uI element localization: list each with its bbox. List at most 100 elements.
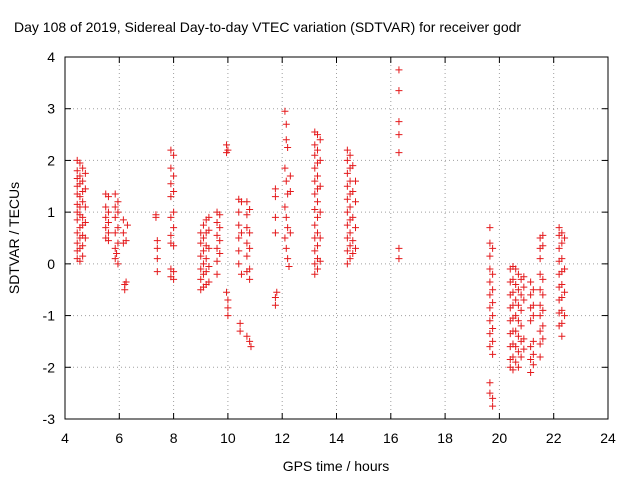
data-point [311,260,319,268]
data-point [243,252,251,260]
data-point [539,306,547,314]
data-point [123,221,131,229]
y-tick-label: 0 [47,256,55,272]
data-point [352,244,360,252]
data-point [235,208,243,216]
data-point [167,180,175,188]
data-point [81,203,89,211]
data-point [170,151,178,159]
data-point [235,234,243,242]
data-point [271,193,279,201]
data-point [349,187,357,195]
points-layer [73,66,569,410]
x-tick-label: 14 [329,430,345,446]
data-point [316,257,324,265]
data-point [111,229,119,237]
data-point [346,151,354,159]
data-point [555,224,563,232]
data-point [539,335,547,343]
data-point [216,224,224,232]
data-point [527,291,535,299]
data-point [352,177,360,185]
data-point [273,288,281,296]
data-point [509,353,517,361]
data-point [152,213,160,221]
data-point [114,208,122,216]
data-point [561,265,569,273]
data-point [197,275,205,283]
data-point [486,317,494,325]
data-point [79,198,87,206]
data-point [529,286,537,294]
data-point [271,301,279,309]
data-point [520,296,528,304]
y-tick-label: 1 [47,204,55,220]
data-point [536,327,544,335]
data-point [316,208,324,216]
data-point [205,213,213,221]
data-point [104,193,112,201]
data-point [529,337,537,345]
data-point [202,268,210,276]
data-point [316,136,324,144]
data-point [520,283,528,291]
data-point [509,366,517,374]
data-point [517,353,525,361]
data-point [213,270,221,278]
x-tick-label: 8 [170,430,178,446]
data-point [247,343,255,351]
data-point [81,218,89,226]
data-point [81,169,89,177]
data-point [271,213,279,221]
data-point [514,317,522,325]
data-point [536,340,544,348]
data-point [489,299,497,307]
data-point [76,257,84,265]
y-tick-label: -1 [43,308,56,324]
data-point [346,255,354,263]
y-axis-label: SDTVAR / TECUs [6,182,22,294]
data-point [235,260,243,268]
data-point [81,185,89,193]
x-tick-label: 22 [546,430,562,446]
data-point [313,198,321,206]
data-point [113,250,121,258]
data-point [243,211,251,219]
data-point [536,301,544,309]
x-tick-label: 24 [600,430,616,446]
data-point [104,208,112,216]
data-point [489,350,497,358]
data-point [246,275,254,283]
data-point [170,208,178,216]
data-point [281,203,289,211]
data-point [216,250,224,258]
data-point [486,278,494,286]
data-point [243,198,251,206]
data-point [529,350,537,358]
data-point [486,304,494,312]
data-point [285,262,293,270]
data-point [489,394,497,402]
data-point [311,247,319,255]
data-point [489,337,497,345]
data-point [121,286,129,294]
data-point [352,224,360,232]
data-point [81,234,89,242]
data-point [486,330,494,338]
data-point [539,242,547,250]
data-point [223,288,231,296]
data-point [343,182,351,190]
data-point [343,221,351,229]
data-point [119,229,127,237]
data-point [122,278,130,286]
data-point [536,286,544,294]
data-point [102,224,110,232]
data-point [558,306,566,314]
data-point [167,231,175,239]
data-point [205,278,213,286]
data-point [311,151,319,159]
data-point [512,265,520,273]
data-point [119,216,127,224]
data-point [395,244,403,252]
